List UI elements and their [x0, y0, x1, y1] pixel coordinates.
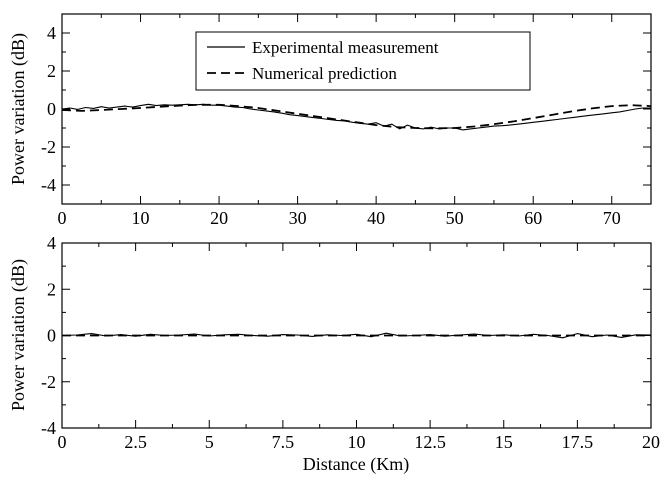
- top-y-tick-label: -2: [41, 137, 56, 157]
- bottom-x-tick-label: 12.5: [414, 432, 446, 452]
- bottom-y-tick-label: -2: [41, 372, 56, 392]
- top-ticks: 0 10 20 30 40 50 60 70 -4 -2 0 2 4: [41, 13, 652, 228]
- bottom-x-tick-label: 17.5: [562, 432, 594, 452]
- top-chart-panel: 0 10 20 30 40 50 60 70 -4 -2 0 2 4 Power variation (…: [8, 13, 652, 228]
- top-x-tick-label: 60: [524, 208, 542, 228]
- legend-box: [195, 31, 531, 91]
- top-y-tick-label: 2: [47, 61, 56, 81]
- top-x-tick-label: 10: [132, 208, 150, 228]
- bottom-x-tick-label: 0: [58, 432, 67, 452]
- bottom-x-tick-label: 15: [495, 432, 513, 452]
- top-x-tick-label: 40: [367, 208, 385, 228]
- legend-label-experimental: Experimental measurement: [252, 38, 439, 57]
- legend: Experimental measurement Numerical predi…: [195, 31, 531, 91]
- top-y-tick-label: -4: [41, 175, 56, 195]
- bottom-x-tick-label: 10: [348, 432, 366, 452]
- top-x-tick-label: 50: [446, 208, 464, 228]
- legend-label-numerical: Numerical prediction: [252, 64, 397, 83]
- bottom-x-tick-label: 2.5: [124, 432, 147, 452]
- bottom-x-tick-label: 7.5: [272, 432, 295, 452]
- bottom-y-axis-label: Power variation (dB): [8, 259, 29, 411]
- bottom-y-tick-label: 0: [47, 326, 56, 346]
- top-y-tick-label: 0: [47, 99, 56, 119]
- top-x-tick-label: 30: [289, 208, 307, 228]
- bottom-y-tick-label: -4: [41, 418, 56, 438]
- top-series-numerical-prediction: [61, 103, 652, 130]
- bottom-ticks: 0 2.5 5 7.5 10 12.5 15 17.5 20 -4 -2 0 2 4: [41, 233, 660, 452]
- top-x-tick-label: 20: [210, 208, 228, 228]
- bottom-x-tick-label: 20: [642, 432, 660, 452]
- bottom-series: [61, 332, 652, 339]
- bottom-chart-panel: 0 2.5 5 7.5 10 12.5 15 17.5 20 -4 -2 0 2 4 Power vari…: [8, 233, 660, 475]
- bottom-y-tick-label: 2: [47, 279, 56, 299]
- top-y-tick-label: 4: [47, 23, 56, 43]
- top-series: [61, 103, 652, 131]
- bottom-y-tick-label: 4: [47, 233, 56, 253]
- top-y-axis-label: Power variation (dB): [8, 33, 29, 185]
- bottom-x-tick-label: 5: [205, 432, 214, 452]
- top-x-tick-label: 70: [603, 208, 621, 228]
- bottom-x-axis-label: Distance (Km): [303, 454, 409, 475]
- top-x-tick-label: 0: [58, 208, 67, 228]
